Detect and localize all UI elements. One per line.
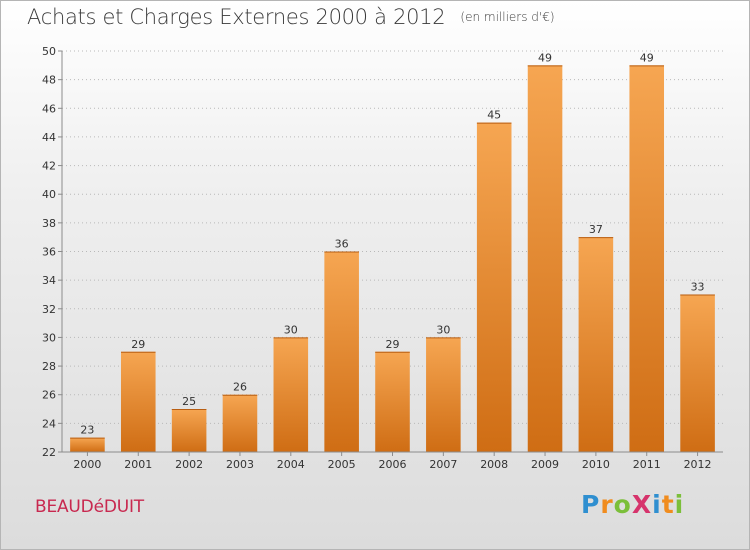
- bar-2008: [476, 122, 512, 452]
- logo-letter: o: [613, 490, 632, 519]
- logo-letter: i: [674, 490, 685, 519]
- y-tick-label: 32: [42, 303, 56, 316]
- x-tick-label: 2001: [124, 458, 152, 471]
- x-tick-label: 2007: [429, 458, 457, 471]
- value-label: 30: [284, 323, 298, 336]
- proxiti-logo: ProXiti: [581, 490, 684, 519]
- x-tick-label: 2008: [480, 458, 508, 471]
- bar-2002: [171, 409, 207, 452]
- title-text: Achats et Charges Externes 2000 à 2012: [27, 5, 446, 29]
- value-label: 49: [640, 51, 654, 64]
- bar-2005: [324, 251, 359, 452]
- commune-name: BEAUDéDUIT: [35, 497, 144, 517]
- y-tick-label: 34: [42, 274, 56, 287]
- value-label: 25: [182, 395, 196, 408]
- y-tick-label: 38: [42, 217, 56, 230]
- x-tick-label: 2010: [582, 458, 610, 471]
- value-label: 23: [80, 424, 94, 437]
- value-label: 49: [538, 51, 552, 64]
- unit-text: (en milliers d'€): [460, 10, 555, 24]
- y-tick-label: 46: [42, 102, 56, 115]
- x-tick-label: 2003: [226, 458, 254, 471]
- bar-2011: [629, 65, 665, 453]
- value-label: 36: [335, 238, 349, 251]
- bar-2003: [222, 394, 258, 452]
- y-tick-label: 50: [42, 45, 56, 58]
- bar-2000: [70, 437, 105, 452]
- axes: 22 24 26 28 30 32 34 36 38 40 42 44 46 48 50 2000 2001 20…: [42, 45, 723, 471]
- x-tick-label: 2000: [73, 458, 101, 471]
- y-tick-label: 44: [42, 131, 56, 144]
- value-label: 26: [233, 381, 247, 394]
- value-label: 45: [487, 109, 501, 122]
- bar-2009: [527, 65, 563, 453]
- logo-letter: r: [600, 490, 614, 519]
- value-label: 33: [691, 280, 705, 293]
- x-tick-label: 2012: [684, 458, 712, 471]
- y-tick-label: 26: [42, 389, 56, 402]
- chart-title: Achats et Charges Externes 2000 à 2012 (…: [27, 5, 555, 29]
- bar-2006: [375, 351, 410, 452]
- bar-2007: [426, 337, 461, 452]
- logo-letter: i: [652, 490, 662, 519]
- y-tick-label: 36: [42, 246, 56, 259]
- y-tick-label: 48: [42, 74, 56, 87]
- y-tick-label: 22: [42, 446, 56, 459]
- logo-letter: X: [631, 490, 653, 519]
- value-label: 29: [386, 338, 400, 351]
- x-tick-label: 2006: [379, 458, 407, 471]
- x-tick-label: 2009: [531, 458, 559, 471]
- x-tick-label: 2005: [328, 458, 356, 471]
- x-tick-label: 2002: [175, 458, 203, 471]
- x-tick-label: 2011: [633, 458, 661, 471]
- bar-2004: [273, 337, 309, 452]
- y-tick-label: 24: [42, 417, 56, 430]
- value-label: 30: [436, 323, 450, 336]
- y-tick-label: 28: [42, 360, 56, 373]
- bar-2012: [680, 294, 715, 452]
- value-label: 29: [131, 338, 145, 351]
- x-tick-label: 2004: [277, 458, 305, 471]
- y-tick-label: 40: [42, 188, 56, 201]
- bar-2010: [578, 237, 614, 452]
- logo-letter: t: [661, 490, 675, 519]
- bar-2001: [120, 351, 156, 452]
- bars: 23 29 25 26 30 36 29 30 45 49 37 49 33: [70, 51, 715, 453]
- logo-letter: P: [581, 490, 601, 519]
- value-label: 37: [589, 223, 603, 236]
- y-tick-label: 30: [42, 331, 56, 344]
- y-tick-label: 42: [42, 160, 56, 173]
